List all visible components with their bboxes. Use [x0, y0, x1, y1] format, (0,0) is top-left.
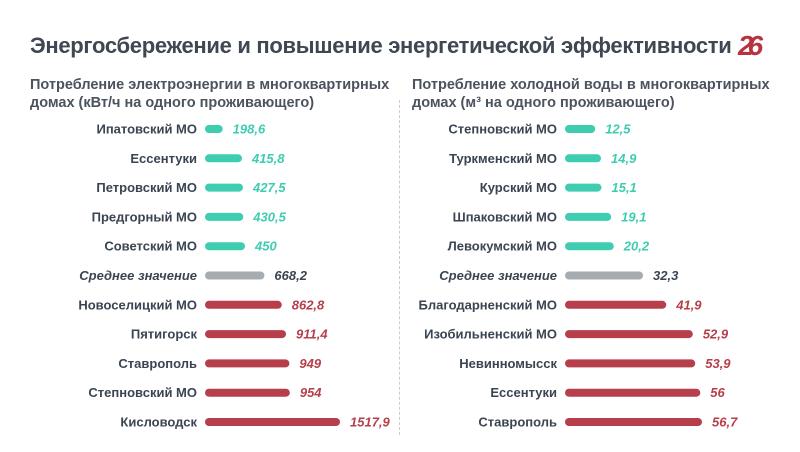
bar-bad	[205, 300, 282, 309]
bar-good	[565, 125, 596, 133]
value-label: 20,2	[623, 239, 650, 254]
divider	[399, 100, 400, 435]
bar-good	[205, 242, 246, 251]
value-label: 56	[710, 385, 725, 400]
value-label: 198,6	[233, 122, 266, 137]
value-label: 450	[254, 239, 277, 254]
value-label: 427,5	[252, 180, 286, 195]
bar-good	[205, 183, 244, 192]
bar-bad	[205, 359, 290, 368]
value-label: 911,4	[296, 327, 328, 342]
category-label: Ставрополь	[118, 356, 197, 371]
bar-bad	[205, 330, 287, 339]
bar-bad	[565, 330, 693, 339]
value-label: 15,1	[611, 180, 636, 195]
category-label: Кисловодск	[120, 415, 197, 430]
category-label: Ставрополь	[478, 415, 557, 430]
category-label: Благодарненский МО	[419, 297, 557, 312]
bar-bad	[205, 388, 290, 397]
value-label: 32,3	[653, 268, 679, 283]
bar-bad	[565, 388, 701, 397]
value-label: 949	[299, 356, 321, 371]
category-label: Петровский МО	[96, 180, 197, 195]
category-label: Туркменский МО	[449, 151, 557, 166]
category-label: Изобильненский МО	[424, 327, 557, 342]
value-label: 12,5	[605, 122, 631, 137]
category-label: Предгорный МО	[92, 209, 197, 224]
value-label: 41,9	[675, 297, 702, 312]
category-label: Ипатовский МО	[96, 122, 197, 137]
value-label: 430,5	[252, 209, 286, 224]
category-label: Новоселицкий МО	[78, 297, 197, 312]
category-label: Левокумский МО	[448, 239, 557, 254]
category-label: Среднее значение	[439, 268, 557, 283]
value-label: 954	[300, 385, 322, 400]
category-label: Шпаковский МО	[453, 209, 557, 224]
right-chart-title: Потребление холодной воды в многоквартир…	[412, 77, 770, 111]
value-label: 1517,9	[350, 415, 391, 430]
category-label: Советский МО	[104, 239, 197, 254]
value-label: 52,9	[703, 327, 729, 342]
category-label: Невинномысск	[459, 356, 557, 371]
bar-bad	[565, 300, 667, 309]
category-label: Курский МО	[480, 180, 557, 195]
bar-good	[565, 212, 612, 221]
bar-good	[565, 242, 614, 251]
bar-good	[565, 183, 602, 192]
bar-bad	[565, 418, 702, 426]
page-title: Энергосбережение и повышение энергетичес…	[30, 33, 732, 58]
bar-good	[205, 212, 244, 221]
category-label: Степновский МО	[88, 385, 197, 400]
bar-average	[205, 271, 265, 280]
value-label: 668,2	[274, 268, 307, 283]
bar-good	[205, 125, 223, 133]
bar-average	[565, 271, 644, 280]
left-chart-title: Потребление электроэнергии в многокварти…	[30, 77, 390, 111]
value-label: 53,9	[705, 356, 731, 371]
category-label: Среднее значение	[79, 268, 197, 283]
bar-bad	[565, 359, 696, 368]
value-label: 415,8	[251, 151, 285, 166]
bar-good	[565, 154, 602, 163]
bar-bad	[205, 418, 340, 426]
bar-good	[205, 154, 242, 163]
value-label: 862,8	[292, 297, 325, 312]
value-label: 14,9	[611, 151, 637, 166]
value-label: 19,1	[621, 209, 646, 224]
category-label: Ессентуки	[130, 151, 197, 166]
category-label: Ессентуки	[490, 385, 557, 400]
value-label: 56,7	[712, 415, 738, 430]
category-label: Пятигорск	[131, 327, 198, 342]
category-label: Степновский МО	[448, 122, 557, 137]
